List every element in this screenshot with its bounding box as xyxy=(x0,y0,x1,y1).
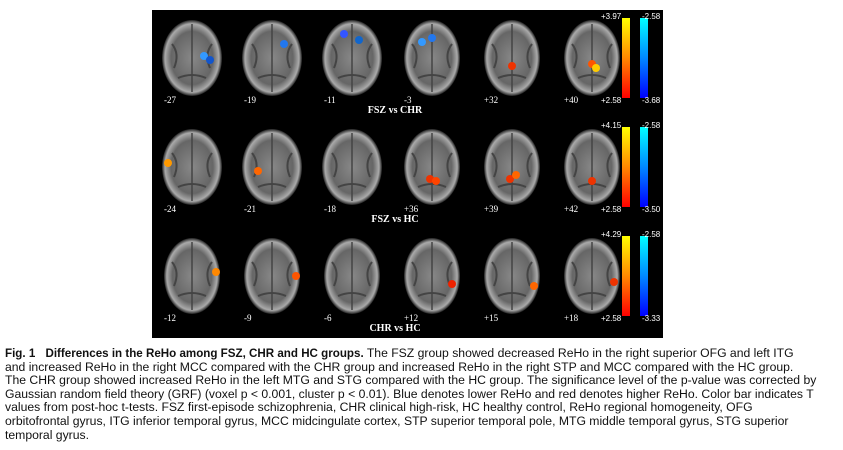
slice-number: -19 xyxy=(244,95,256,105)
brain-image xyxy=(162,20,222,96)
brain-image xyxy=(564,129,620,205)
cool-min: -3.33 xyxy=(642,314,661,323)
slice-number: +18 xyxy=(564,313,579,323)
brain-slice xyxy=(154,232,230,322)
cool-max: -2.58 xyxy=(642,12,661,21)
cool-colorbar xyxy=(640,236,648,316)
slice-number: -18 xyxy=(324,204,336,214)
slice-number: -21 xyxy=(244,204,256,214)
brain-image xyxy=(242,20,302,96)
cool-colorbar xyxy=(640,127,648,207)
hot-colorbar xyxy=(622,236,630,316)
slice-number: -27 xyxy=(164,95,176,105)
hot-min: +2.58 xyxy=(601,205,622,214)
brain-image xyxy=(484,238,540,314)
brain-image xyxy=(564,238,620,314)
brain-slice xyxy=(474,232,550,322)
slice-number: -11 xyxy=(324,95,336,105)
brain-slice xyxy=(154,123,230,213)
hot-max: +3.97 xyxy=(601,12,622,21)
cool-max: -2.58 xyxy=(642,230,661,239)
brain-image xyxy=(164,238,220,314)
slice-number: -9 xyxy=(244,313,252,323)
brain-image xyxy=(564,20,620,96)
slice-number: +40 xyxy=(564,95,579,105)
cool-min: -3.68 xyxy=(642,96,661,105)
hot-min: +2.58 xyxy=(601,96,622,105)
slice-number: +42 xyxy=(564,204,579,214)
brain-image xyxy=(242,129,302,205)
slice-number: +32 xyxy=(484,95,499,105)
brain-slice xyxy=(314,123,390,213)
caption-title: Differences in the ReHo among FSZ, CHR a… xyxy=(45,347,364,360)
hot-max: +4.29 xyxy=(601,230,622,239)
brain-slice xyxy=(234,14,310,104)
brain-image xyxy=(244,238,300,314)
slice-number: -12 xyxy=(164,313,176,323)
brain-image xyxy=(322,20,382,96)
figure-row: -12 -9 -6 +12 +15 +18 CHR vs HC +4.29 +2.58… xyxy=(152,228,663,337)
cool-colorbar xyxy=(640,18,648,98)
hot-colorbar xyxy=(622,18,630,98)
brain-slice xyxy=(554,14,630,104)
brain-slice xyxy=(154,14,230,104)
row-label: CHR vs HC xyxy=(369,323,421,334)
brain-slice xyxy=(554,232,630,322)
brain-image xyxy=(404,238,460,314)
hot-colorbar xyxy=(622,127,630,207)
caption-body: The FSZ group showed decreased ReHo in t… xyxy=(5,346,817,442)
caption-label: Fig. 1 xyxy=(5,347,36,360)
hot-max: +4.15 xyxy=(601,121,622,130)
brain-slice xyxy=(474,14,550,104)
slice-number: +39 xyxy=(484,204,499,214)
row-label: FSZ vs CHR xyxy=(367,105,423,116)
slice-number: -6 xyxy=(324,313,332,323)
brain-slice xyxy=(394,123,470,213)
cool-max: -2.58 xyxy=(642,121,661,130)
brain-slice xyxy=(234,123,310,213)
brain-image xyxy=(404,129,460,205)
cool-min: -3.50 xyxy=(642,205,661,214)
brain-slice xyxy=(234,232,310,322)
brain-image xyxy=(404,20,460,96)
brain-image xyxy=(322,129,382,205)
figure-row: -24 -21 -18 +36 +39 +42 FSZ vs HC +4.15 +2.… xyxy=(152,119,663,228)
brain-slice xyxy=(314,232,390,322)
brain-slice xyxy=(314,14,390,104)
caption: Fig. 1 Differences in the ReHo among FSZ… xyxy=(5,346,817,442)
figure-row: -27 -19 -11 -3 +32 +40 FSZ vs CHR +3.97 +2.… xyxy=(152,10,663,119)
slice-number: -24 xyxy=(164,204,176,214)
brain-slice xyxy=(394,14,470,104)
row-label: FSZ vs HC xyxy=(371,214,419,225)
slice-number: +12 xyxy=(404,313,419,323)
brain-image xyxy=(484,20,540,96)
hot-min: +2.58 xyxy=(601,314,622,323)
brain-image xyxy=(484,129,540,205)
slice-number: +36 xyxy=(404,204,419,214)
brain-slice xyxy=(554,123,630,213)
brain-slice xyxy=(394,232,470,322)
slice-number: +15 xyxy=(484,313,499,323)
brain-image xyxy=(324,238,380,314)
slice-number: -3 xyxy=(404,95,412,105)
brain-slice xyxy=(474,123,550,213)
figure-panel: -27 -19 -11 -3 +32 +40 FSZ vs CHR +3.97 +2.… xyxy=(152,10,663,338)
brain-image xyxy=(162,129,222,205)
